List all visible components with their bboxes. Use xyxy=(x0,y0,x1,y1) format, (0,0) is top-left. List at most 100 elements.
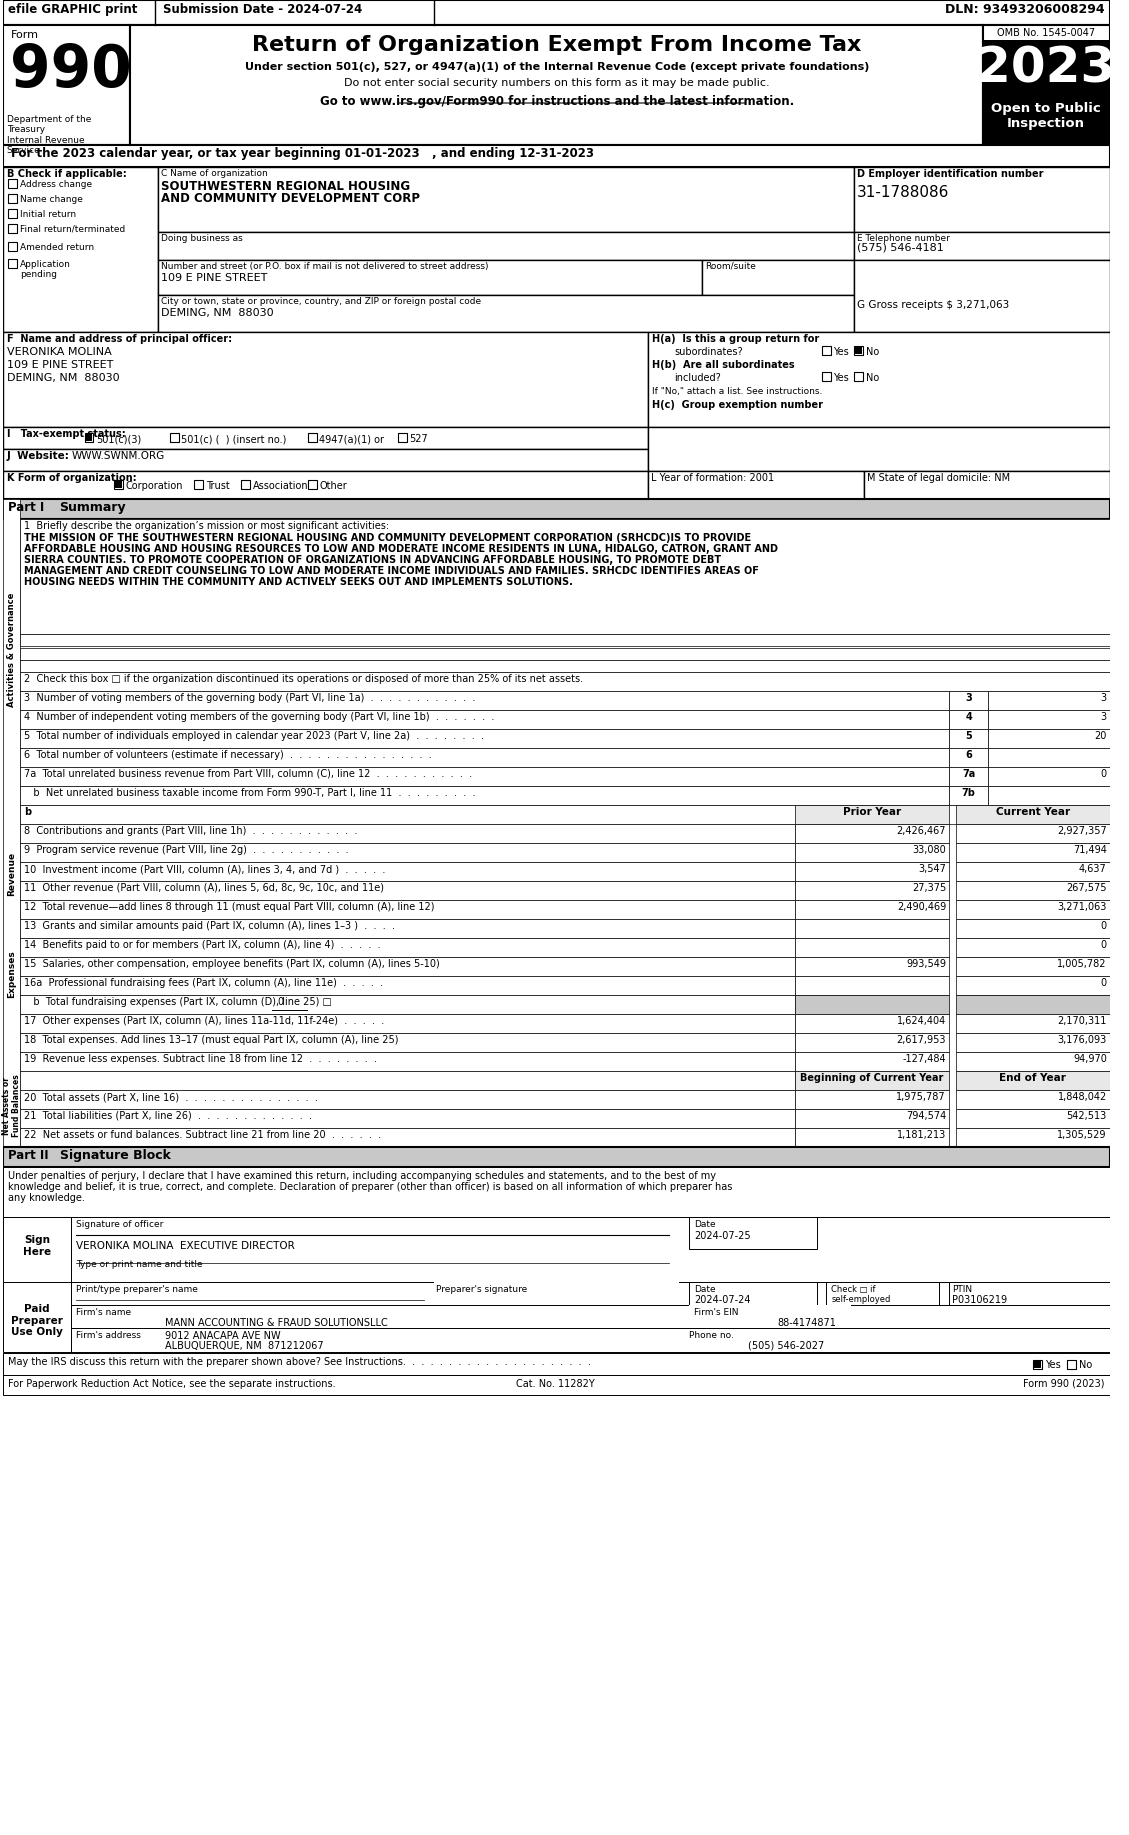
Text: 2,617,953: 2,617,953 xyxy=(896,1035,946,1044)
Text: WWW.SWNM.ORG: WWW.SWNM.ORG xyxy=(71,451,165,461)
Bar xyxy=(20,976,795,995)
Bar xyxy=(795,1129,949,1147)
Bar xyxy=(856,347,863,354)
Bar xyxy=(169,433,178,442)
Text: Form: Form xyxy=(10,29,38,40)
Bar xyxy=(648,332,1110,428)
Bar xyxy=(8,180,17,189)
Text: Signature of officer: Signature of officer xyxy=(77,1220,164,1229)
Text: 22  Net assets or fund balances. Subtract line 21 from line 20  .  .  .  .  .  .: 22 Net assets or fund balances. Subtract… xyxy=(25,1130,382,1140)
Text: AND COMMUNITY DEVELOPMENT CORP: AND COMMUNITY DEVELOPMENT CORP xyxy=(160,193,420,206)
Bar xyxy=(20,635,1110,646)
Bar xyxy=(795,1015,949,1033)
Text: For the 2023 calendar year, or tax year beginning 01-01-2023   , and ending 12-3: For the 2023 calendar year, or tax year … xyxy=(10,147,594,160)
Text: 3: 3 xyxy=(965,694,972,703)
Text: 2024-07-24: 2024-07-24 xyxy=(694,1296,751,1305)
Bar xyxy=(983,97,1110,145)
Bar xyxy=(115,481,122,488)
Text: VERONIKA MOLINA  EXECUTIVE DIRECTOR: VERONIKA MOLINA EXECUTIVE DIRECTOR xyxy=(77,1240,295,1251)
Bar xyxy=(435,1283,680,1305)
Text: 3,176,093: 3,176,093 xyxy=(1058,1035,1106,1044)
Text: any knowledge.: any knowledge. xyxy=(8,1193,85,1204)
Bar xyxy=(20,1090,795,1108)
Bar xyxy=(20,519,1110,635)
Text: H(b)  Are all subordinates: H(b) Are all subordinates xyxy=(651,360,795,371)
Text: 267,575: 267,575 xyxy=(1066,883,1106,894)
Text: 71,494: 71,494 xyxy=(1073,844,1106,855)
Text: 0: 0 xyxy=(1101,940,1106,951)
Text: 109 E PINE STREET: 109 E PINE STREET xyxy=(7,360,113,371)
Text: 2  Check this box □ if the organization discontinued its operations or disposed : 2 Check this box □ if the organization d… xyxy=(25,673,584,684)
Bar xyxy=(822,373,831,382)
Bar xyxy=(2,167,158,332)
Bar xyxy=(956,995,1110,1015)
Text: 5: 5 xyxy=(965,730,972,741)
Text: Application
pending: Application pending xyxy=(20,261,71,279)
Bar xyxy=(2,499,1110,519)
Text: G Gross receipts $ 3,271,063: G Gross receipts $ 3,271,063 xyxy=(857,299,1009,310)
Bar xyxy=(956,1090,1110,1108)
Bar xyxy=(308,433,317,442)
Bar xyxy=(8,209,17,218)
Text: Final return/terminated: Final return/terminated xyxy=(20,226,125,235)
Bar xyxy=(988,728,1110,749)
Bar xyxy=(854,261,1110,332)
Text: 13  Grants and similar amounts paid (Part IX, column (A), lines 1–3 )  .  .  .  : 13 Grants and similar amounts paid (Part… xyxy=(25,921,395,930)
Bar xyxy=(20,824,795,842)
Bar xyxy=(1067,1360,1076,1369)
Bar xyxy=(2,0,1110,26)
Bar xyxy=(2,1283,71,1352)
Bar xyxy=(949,1283,1110,1305)
Bar xyxy=(795,938,949,958)
Bar xyxy=(158,295,854,332)
Text: 542,513: 542,513 xyxy=(1067,1110,1106,1121)
Bar xyxy=(956,1051,1110,1072)
Bar xyxy=(854,231,1110,261)
Text: 2,426,467: 2,426,467 xyxy=(896,826,946,837)
Text: 21  Total liabilities (Part X, line 26)  .  .  .  .  .  .  .  .  .  .  .  .  .: 21 Total liabilities (Part X, line 26) .… xyxy=(25,1110,313,1121)
Bar xyxy=(795,881,949,899)
Bar xyxy=(86,435,93,442)
Text: 12  Total revenue—add lines 8 through 11 (must equal Part VIII, column (A), line: 12 Total revenue—add lines 8 through 11 … xyxy=(25,903,435,912)
Bar xyxy=(956,1072,1110,1090)
Bar xyxy=(983,40,1110,97)
Bar xyxy=(949,749,988,767)
Text: Beginning of Current Year: Beginning of Current Year xyxy=(800,1073,944,1083)
Text: Submission Date - 2024-07-24: Submission Date - 2024-07-24 xyxy=(163,4,361,17)
Bar xyxy=(242,481,251,490)
Text: Firm's EIN: Firm's EIN xyxy=(694,1308,738,1318)
Text: Firm's address: Firm's address xyxy=(77,1330,141,1340)
Bar xyxy=(702,261,854,295)
Text: No: No xyxy=(866,373,878,384)
Text: 2,490,469: 2,490,469 xyxy=(896,903,946,912)
Text: 27,375: 27,375 xyxy=(912,883,946,894)
Bar xyxy=(956,899,1110,919)
Bar xyxy=(20,1108,795,1129)
Text: Other: Other xyxy=(320,481,348,492)
Text: 19  Revenue less expenses. Subtract line 18 from line 12  .  .  .  .  .  .  .  .: 19 Revenue less expenses. Subtract line … xyxy=(25,1053,377,1064)
Text: 109 E PINE STREET: 109 E PINE STREET xyxy=(160,273,266,283)
Bar xyxy=(20,785,949,806)
Bar xyxy=(20,919,795,938)
Text: J  Website:: J Website: xyxy=(7,451,70,461)
Bar xyxy=(2,450,648,472)
Text: 2023: 2023 xyxy=(977,46,1115,94)
Bar xyxy=(795,824,949,842)
Bar xyxy=(795,862,949,881)
Bar xyxy=(20,1129,795,1147)
Text: 2024-07-25: 2024-07-25 xyxy=(694,1231,751,1240)
Text: Trust: Trust xyxy=(205,481,229,492)
Bar xyxy=(399,433,408,442)
Bar xyxy=(949,692,988,710)
Text: Activities & Governance: Activities & Governance xyxy=(7,593,16,706)
Bar xyxy=(2,1352,1110,1374)
Text: Form 990 (2023): Form 990 (2023) xyxy=(1023,1378,1105,1389)
Text: Sign
Here: Sign Here xyxy=(23,1235,51,1257)
Text: 10  Investment income (Part VIII, column (A), lines 3, 4, and 7d )  .  .  .  .  : 10 Investment income (Part VIII, column … xyxy=(25,864,386,873)
Text: 3,271,063: 3,271,063 xyxy=(1058,903,1106,912)
Bar xyxy=(864,472,1110,499)
Bar xyxy=(795,806,949,824)
Bar xyxy=(20,1015,795,1033)
Text: 15  Salaries, other compensation, employee benefits (Part IX, column (A), lines : 15 Salaries, other compensation, employe… xyxy=(25,960,440,969)
Text: 33,080: 33,080 xyxy=(912,844,946,855)
